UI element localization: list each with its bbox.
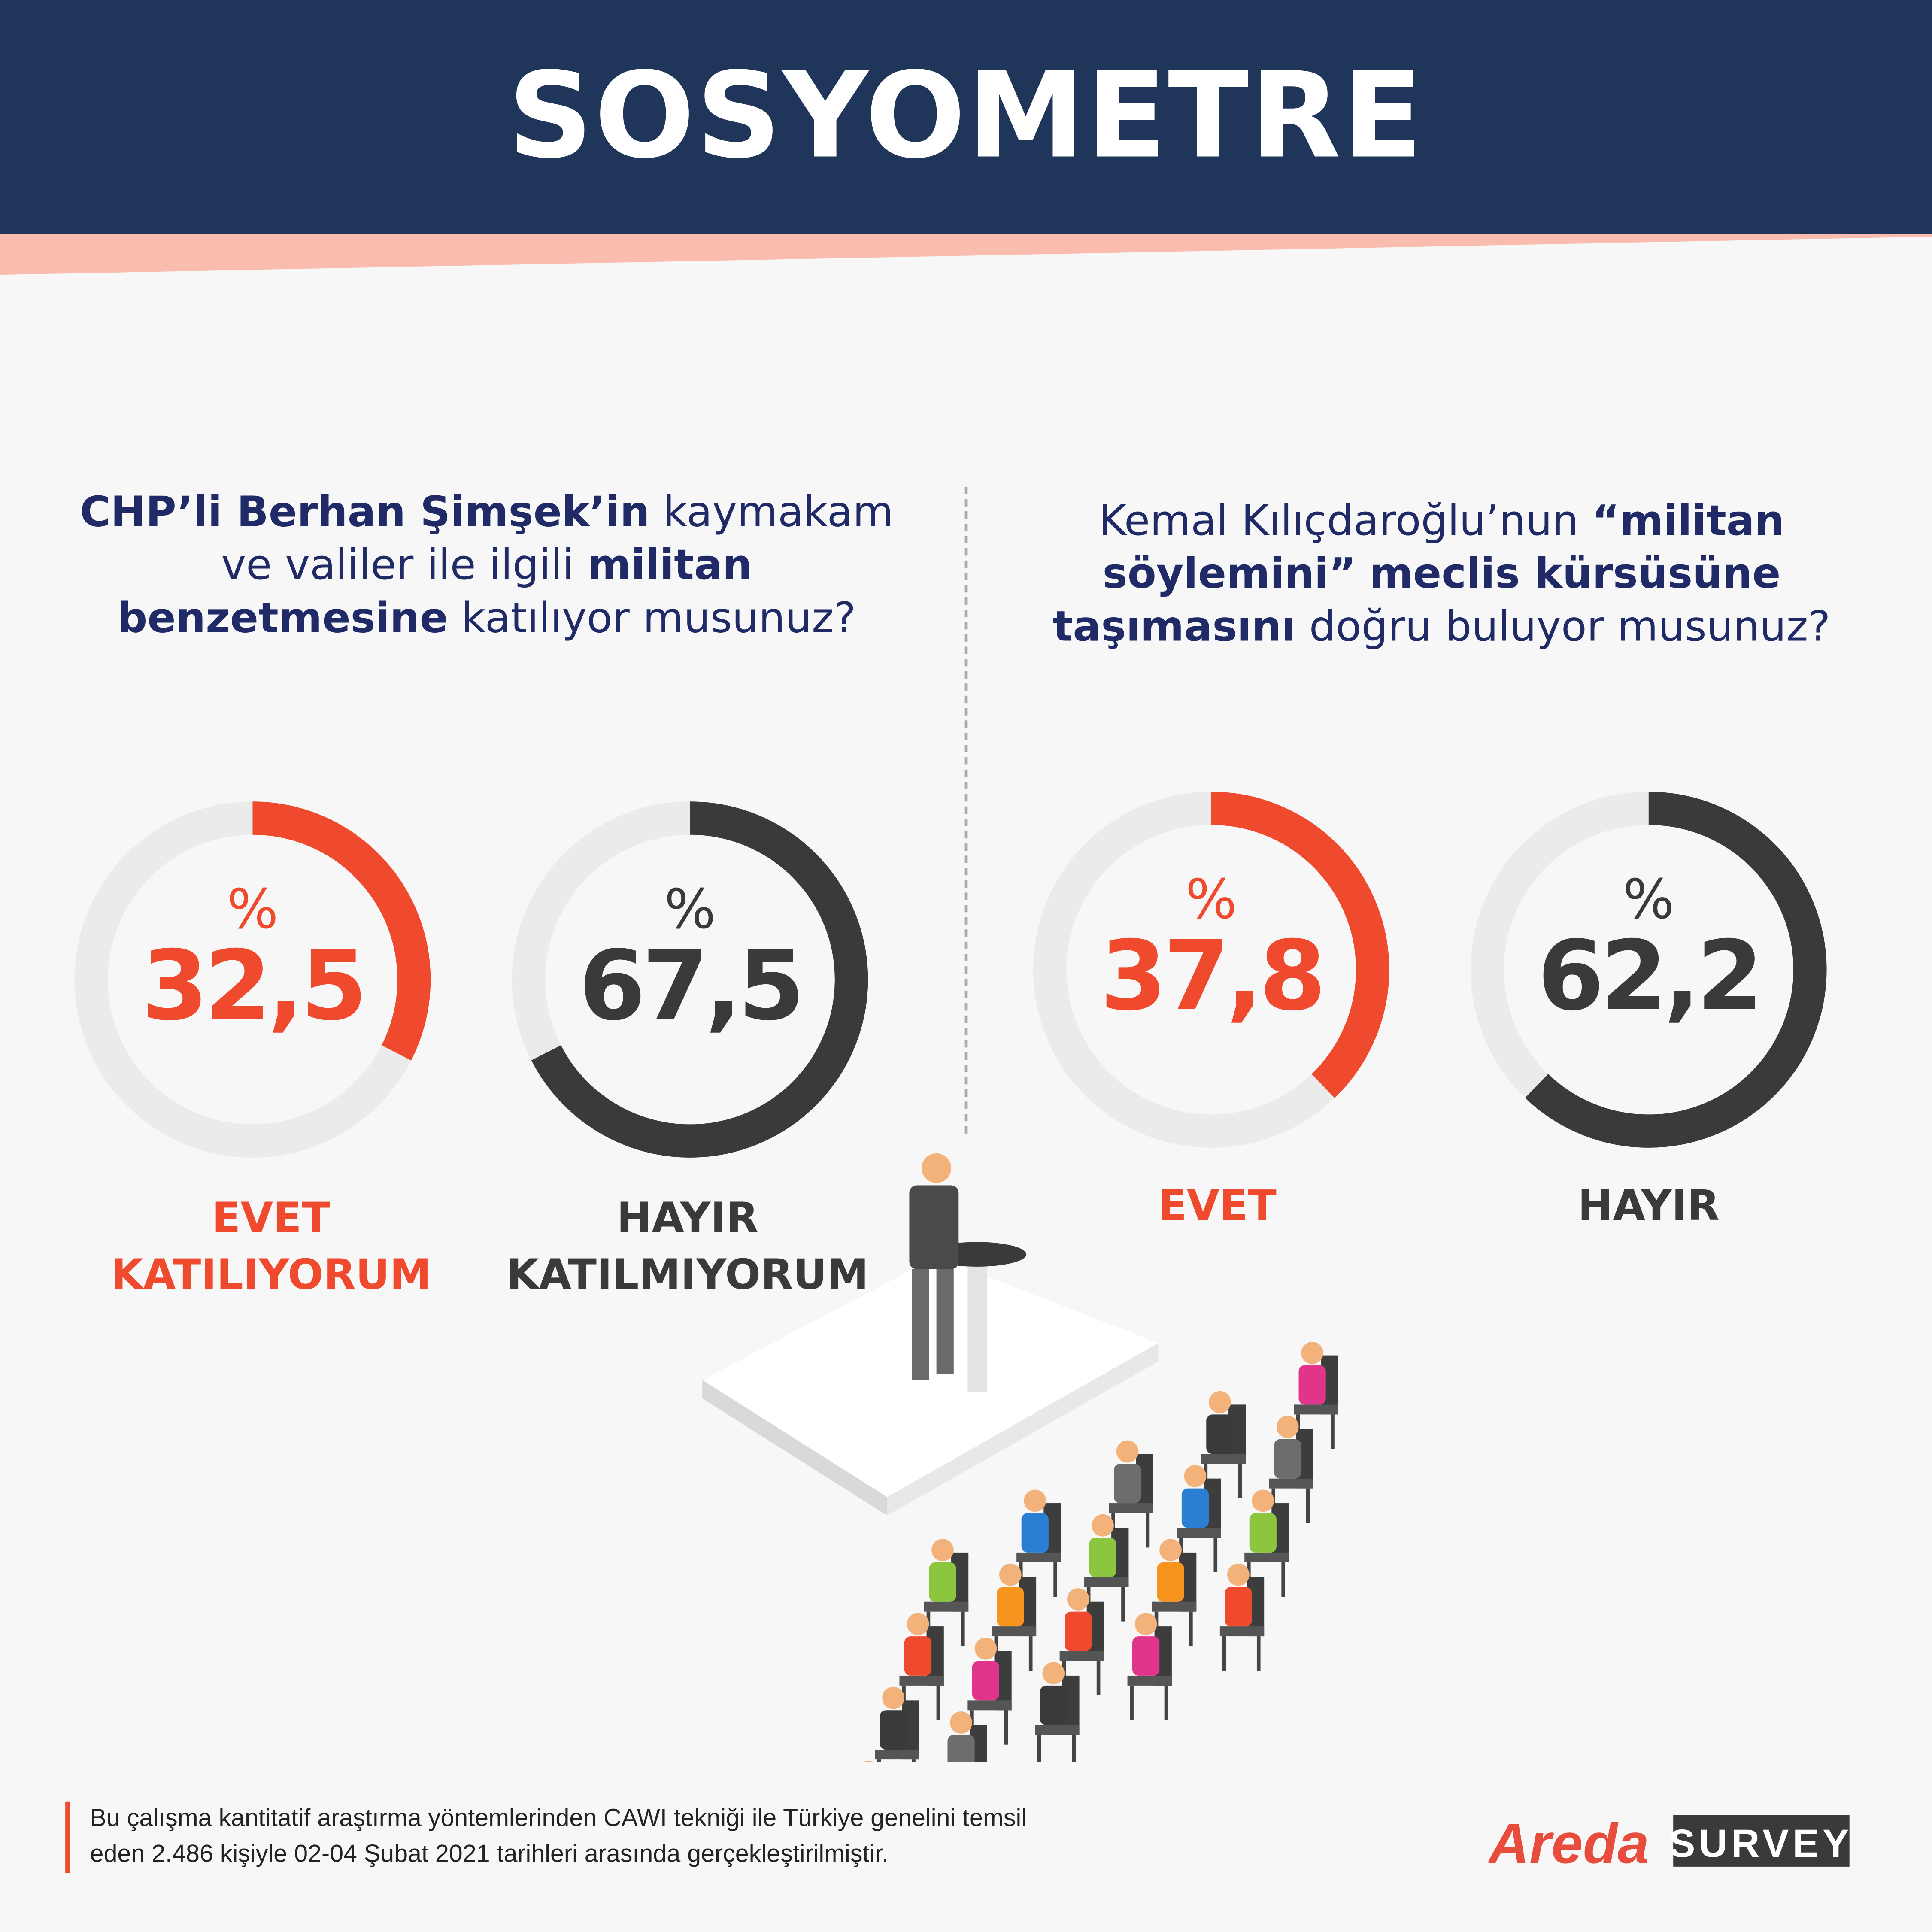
donut-q1-hayir [512, 801, 868, 1158]
question-1: CHP’li Berhan Şimşek’in kaymakam ve vali… [49, 487, 924, 646]
question-text-part: CHP’li Berhan Şimşek’in [80, 488, 650, 537]
label-line2: KATILIYORUM [111, 1250, 431, 1300]
donut-q1-evet [74, 801, 431, 1158]
donut-q2-hayir [1470, 792, 1827, 1148]
audience-member [1219, 1563, 1265, 1671]
percent-value: 32,5 [141, 931, 367, 1043]
header-bar [0, 0, 1932, 234]
question-text-part [1356, 549, 1369, 599]
question-2: Kemal Kılıçdaroğlu’nun “militan söylemin… [1035, 495, 1848, 654]
percent-value: 67,5 [579, 931, 805, 1043]
audience-member [899, 1613, 944, 1720]
label-line1: EVET [212, 1194, 331, 1244]
question-text-part: militan benzetmesine [117, 541, 752, 643]
areda-survey-logo: Areda SURVEY [1489, 1811, 1852, 1870]
audience-member [875, 1686, 919, 1762]
percent-readout: % 37,8 [1026, 873, 1396, 1026]
question-text-part: katılıyor musunuz? [448, 594, 856, 643]
percent-sign: % [1185, 868, 1237, 932]
question-text-part: kaymakam ve valiler ile ilgili [221, 488, 894, 590]
audience-member [1269, 1416, 1313, 1523]
audience-member [967, 1637, 1012, 1745]
audience-member [1084, 1514, 1129, 1622]
audience-member [863, 1761, 874, 1762]
percent-value: 37,8 [1100, 922, 1326, 1033]
question-text-part: “militan söylemini” [1102, 496, 1785, 599]
logo-product: SURVEY [1669, 1822, 1852, 1865]
question-text-part: meclis kürsüsüne taşımasını [1052, 549, 1781, 652]
answer-label-q2-evet: EVET [1158, 1181, 1277, 1231]
percent-value: 62,2 [1537, 922, 1764, 1033]
audience-member [1109, 1440, 1153, 1548]
donut-fill [1470, 792, 1827, 1148]
audience-member [1177, 1465, 1221, 1572]
audience-member [947, 1711, 987, 1762]
answer-label-q1-hayir: HAYIR KATILMIYORUM [503, 1190, 872, 1304]
speaker-audience-illustration [702, 1153, 1338, 1762]
label-line2: KATILMIYORUM [506, 1250, 869, 1300]
percent-readout: % 62,2 [1464, 873, 1833, 1026]
question-text-part: Kemal Kılıçdaroğlu’nun [1098, 496, 1592, 546]
percent-sign: % [227, 878, 279, 942]
answer-label-q1-evet: EVET KATILIYORUM [86, 1190, 456, 1304]
percent-sign: % [1623, 868, 1674, 932]
answer-label-q2-hayir: HAYIR [1577, 1181, 1720, 1231]
label-line1: HAYIR [616, 1194, 758, 1244]
accent-strip [0, 234, 1932, 275]
percent-readout: % 67,5 [505, 883, 875, 1036]
donut-fill [74, 801, 431, 1158]
audience-member [1244, 1489, 1289, 1597]
note-line1: Bu çalışma kantitatif araştırma yöntemle… [90, 1805, 1027, 1832]
donut-q2-evet [1033, 792, 1389, 1148]
percent-sign: % [664, 878, 716, 942]
logo-brand: Areda [1489, 1811, 1649, 1870]
note-line2: eden 2.486 kişiyle 02-04 Şubat 2021 tari… [90, 1841, 889, 1868]
percent-readout: % 32,5 [68, 883, 437, 1036]
audience-member [1127, 1613, 1172, 1720]
audience-member [1035, 1662, 1080, 1762]
question-text-part: doğru buluyor musunuz? [1295, 602, 1831, 652]
donut-fill [512, 801, 868, 1158]
page-title: SOSYOMETRE [508, 47, 1424, 185]
donut-fill [1033, 792, 1389, 1148]
methodology-note: Bu çalışma kantitatif araştırma yöntemle… [65, 1801, 1027, 1873]
dashed-divider [964, 486, 968, 1134]
